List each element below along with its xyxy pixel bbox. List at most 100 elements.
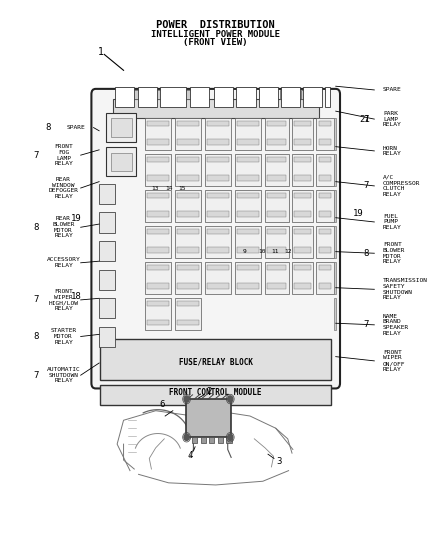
Text: FUSE/RELAY BLOCK: FUSE/RELAY BLOCK <box>178 358 252 367</box>
Bar <box>177 139 198 144</box>
Text: 7: 7 <box>362 320 367 329</box>
Bar <box>237 229 258 234</box>
Bar <box>318 120 331 126</box>
Bar <box>291 262 313 294</box>
Bar <box>267 247 286 253</box>
Bar <box>207 157 228 162</box>
Bar <box>207 120 228 126</box>
Bar <box>234 226 260 258</box>
Bar <box>147 229 168 234</box>
Bar <box>175 118 200 150</box>
Bar <box>291 154 313 186</box>
Text: FRONT
WIPER
ON/OFF
RELAY: FRONT WIPER ON/OFF RELAY <box>382 350 404 372</box>
Bar <box>145 298 170 330</box>
Bar <box>100 339 331 381</box>
Bar <box>177 229 198 234</box>
Bar <box>185 399 230 437</box>
Bar <box>147 193 168 198</box>
Bar <box>291 226 313 258</box>
Bar <box>205 118 230 150</box>
Bar <box>106 113 136 142</box>
Text: TRANSMISSION
SAFETY
SHUTDOWN
RELAY: TRANSMISSION SAFETY SHUTDOWN RELAY <box>382 278 427 301</box>
Text: NAME
BRAND
SPEAKER
RELAY: NAME BRAND SPEAKER RELAY <box>382 313 408 336</box>
Bar <box>110 152 132 171</box>
Bar <box>113 100 318 118</box>
FancyBboxPatch shape <box>91 89 339 389</box>
Bar <box>258 87 277 108</box>
Bar <box>318 139 331 144</box>
Bar <box>267 229 286 234</box>
Text: 7: 7 <box>33 151 38 160</box>
Bar <box>192 437 197 442</box>
Text: STARTER
MOTOR
RELAY: STARTER MOTOR RELAY <box>50 328 77 345</box>
Bar <box>147 247 168 253</box>
Bar <box>293 247 311 253</box>
Bar <box>100 385 331 406</box>
Bar <box>175 190 200 222</box>
Bar <box>316 226 333 258</box>
Bar <box>267 175 286 181</box>
Bar <box>267 265 286 270</box>
Text: 19: 19 <box>71 214 81 223</box>
Bar <box>151 90 162 100</box>
Bar <box>301 90 311 100</box>
Bar <box>316 262 333 294</box>
Circle shape <box>184 396 189 402</box>
Bar <box>145 226 170 258</box>
Text: SPARE: SPARE <box>67 125 85 130</box>
Text: 13: 13 <box>151 185 158 190</box>
Text: 3: 3 <box>276 457 281 466</box>
Bar <box>99 213 115 232</box>
Bar <box>333 190 335 222</box>
Text: 9: 9 <box>242 249 246 254</box>
Bar <box>175 154 200 186</box>
Text: 7: 7 <box>362 181 367 190</box>
Text: HORN
RELAY: HORN RELAY <box>382 146 401 156</box>
Bar <box>291 118 313 150</box>
Bar <box>205 226 230 258</box>
Bar <box>318 193 331 198</box>
Bar <box>177 120 198 126</box>
Text: REAR
WINDOW
DEFOGGER
RELAY: REAR WINDOW DEFOGGER RELAY <box>49 177 78 199</box>
Text: 12: 12 <box>283 249 291 254</box>
Bar <box>318 212 331 216</box>
Bar <box>318 157 331 162</box>
Text: 2: 2 <box>206 386 211 395</box>
Bar <box>316 154 333 186</box>
Bar <box>265 118 288 150</box>
Bar <box>209 437 214 442</box>
Bar <box>147 265 168 270</box>
Bar <box>207 139 228 144</box>
Text: 15: 15 <box>178 185 186 190</box>
Text: 7: 7 <box>33 295 38 304</box>
Bar <box>318 229 331 234</box>
Bar <box>280 87 300 108</box>
Bar <box>293 120 311 126</box>
Bar <box>267 120 286 126</box>
Bar <box>237 139 258 144</box>
Bar <box>175 262 200 294</box>
Circle shape <box>227 434 232 440</box>
Bar <box>293 265 311 270</box>
Bar <box>293 175 311 181</box>
Text: REAR
BLOWER
MOTOR
RELAY: REAR BLOWER MOTOR RELAY <box>52 216 74 238</box>
Bar <box>293 193 311 198</box>
Bar <box>147 120 168 126</box>
Bar <box>190 87 209 108</box>
Bar <box>99 327 115 347</box>
Text: FRONT CONTROL MODULE: FRONT CONTROL MODULE <box>169 388 261 397</box>
Circle shape <box>227 396 232 402</box>
Bar <box>145 190 170 222</box>
Bar <box>267 212 286 216</box>
Bar <box>316 118 333 150</box>
Bar <box>279 90 290 100</box>
Bar <box>147 284 168 289</box>
Bar <box>303 87 321 108</box>
Bar <box>215 90 226 100</box>
Bar <box>207 284 228 289</box>
Bar <box>265 262 288 294</box>
Text: ACCESSORY
RELAY: ACCESSORY RELAY <box>46 257 80 268</box>
Bar <box>258 90 268 100</box>
Text: 4: 4 <box>187 451 192 461</box>
Bar <box>200 437 205 442</box>
